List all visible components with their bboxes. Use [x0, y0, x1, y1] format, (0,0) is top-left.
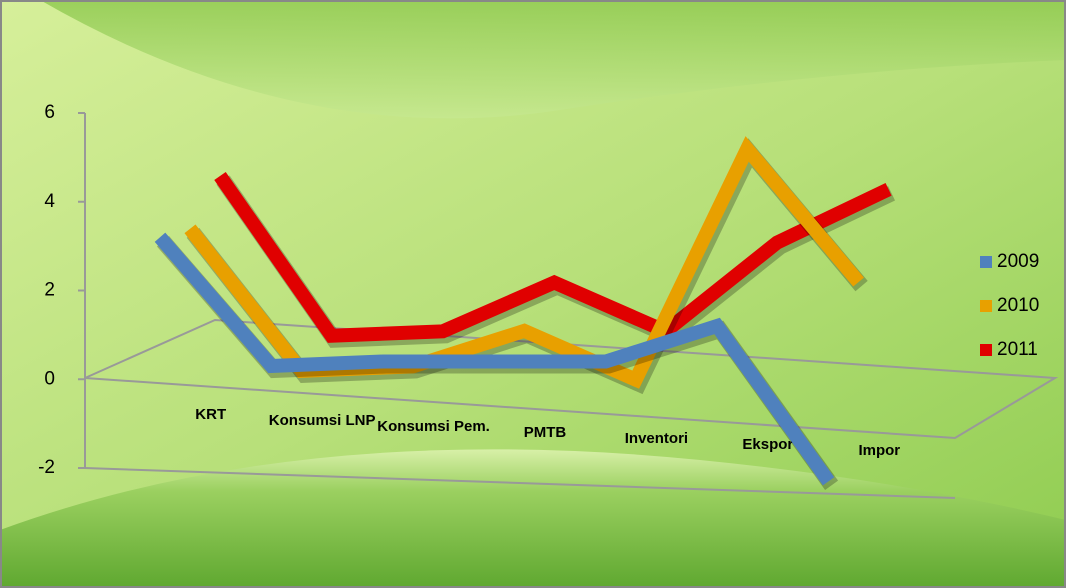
x-tick-label: Ekspor — [742, 436, 793, 453]
legend-swatch — [980, 256, 992, 268]
x-tick-label: PMTB — [524, 424, 567, 441]
y-tick-label: 4 — [44, 191, 55, 212]
y-tick-label: 2 — [44, 280, 55, 301]
legend-label: 2010 — [997, 295, 1039, 316]
legend-swatch — [980, 300, 992, 312]
series-line — [154, 232, 835, 486]
y-tick-label: 6 — [44, 102, 55, 123]
decor-top — [40, 0, 1066, 119]
back-edge — [84, 467, 956, 499]
x-tick-label: KRT — [195, 406, 226, 423]
decor-bottom — [0, 449, 1066, 588]
x-tick-label: Konsumsi Pem. — [377, 418, 490, 435]
floor — [84, 318, 1059, 440]
legend-swatch — [980, 344, 992, 356]
legend-label: 2009 — [997, 251, 1039, 272]
x-tick-label: Impor — [858, 442, 900, 459]
x-tick-label: Inventori — [625, 430, 688, 447]
y-tick-label: -2 — [38, 457, 55, 478]
legend-label: 2011 — [997, 339, 1038, 360]
x-tick-label: Konsumsi LNP — [269, 412, 376, 429]
series-line — [214, 171, 892, 343]
y-tick-label: 0 — [44, 368, 55, 389]
